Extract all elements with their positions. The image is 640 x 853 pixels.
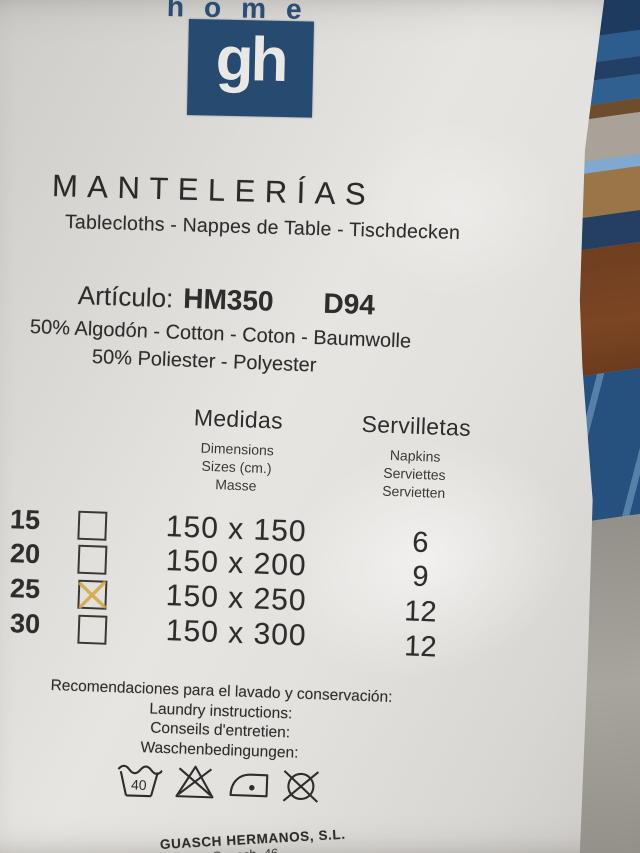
article-row: Artículo: HM350 D94 [77,279,375,321]
product-title: MANTELERÍAS [51,168,376,213]
measures-title: Medidas [193,404,284,434]
size-checkbox [77,510,108,541]
composition-line: 50% Poliester - Polyester [91,346,317,377]
product-subtitle: Tablecloths - Nappes de Table - Tischdec… [64,211,461,245]
article-label: Artículo: [77,280,174,314]
brand-logo-square: gh [186,19,314,118]
do-not-bleach-icon [175,765,214,799]
iron-low-icon [229,773,269,798]
size-checkbox [77,579,108,610]
row-size: 150 x 300 [165,614,308,653]
care-instructions: Recomendaciones para el lavado y conserv… [19,675,421,767]
row-code: 25 [9,573,41,605]
row-size: 150 x 250 [165,579,308,618]
row-code: 20 [9,538,41,570]
size-checkbox [77,614,108,645]
size-row: 25 150 x 250 12 [7,573,488,628]
row-code: 30 [9,608,41,640]
composition-line: 50% Algodón - Cotton - Coton - Baumwolle [29,316,412,353]
row-napkins: 12 [403,630,438,664]
do-not-dry-clean-icon [282,770,320,803]
brand-logo-monogram: gh [215,24,287,96]
size-table-headers: Medidas Dimensions Sizes (cm.) Masse Ser… [157,403,496,504]
measures-header: Medidas Dimensions Sizes (cm.) Masse [157,403,318,497]
napkins-header: Servilletas Napkins Serviettes Serviette… [334,410,495,504]
row-size: 150 x 200 [165,544,308,583]
check-x-icon [78,580,107,609]
row-size: 150 x 150 [165,510,308,549]
article-code: HM350 [182,282,275,317]
care-symbols: 40 [115,760,321,807]
article-variant: D94 [322,287,376,321]
napkins-title: Servilletas [361,410,472,441]
wash-temp-label: 40 [131,777,147,794]
size-checkbox [77,544,108,575]
wash-40-icon: 40 [117,764,163,798]
row-code: 15 [9,504,41,536]
